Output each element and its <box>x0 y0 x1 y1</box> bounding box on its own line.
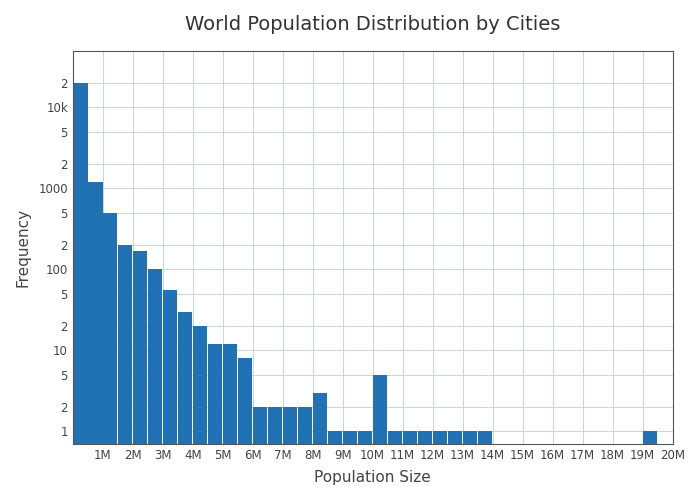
Bar <box>418 432 433 500</box>
Bar <box>433 432 447 500</box>
Bar <box>178 312 193 500</box>
Bar <box>253 407 267 500</box>
Bar <box>88 182 102 500</box>
Bar <box>313 392 328 500</box>
Bar <box>267 407 282 500</box>
Title: World Population Distribution by Cities: World Population Distribution by Cities <box>185 15 560 34</box>
Bar <box>148 270 162 500</box>
Bar <box>477 432 492 500</box>
Bar <box>358 432 372 500</box>
Bar <box>372 374 387 500</box>
Bar <box>328 432 342 500</box>
Bar <box>103 213 118 500</box>
Bar <box>283 407 298 500</box>
Bar <box>388 432 402 500</box>
Bar <box>447 432 462 500</box>
Bar <box>463 432 477 500</box>
Bar <box>73 83 88 500</box>
Bar <box>402 432 417 500</box>
Bar <box>193 326 207 500</box>
X-axis label: Population Size: Population Size <box>314 470 431 485</box>
Bar <box>163 290 178 500</box>
Bar <box>208 344 223 500</box>
Bar <box>343 432 358 500</box>
Bar <box>643 432 657 500</box>
Bar <box>133 250 148 500</box>
Y-axis label: Frequency: Frequency <box>15 208 30 287</box>
Bar <box>238 358 253 500</box>
Bar <box>223 344 237 500</box>
Bar <box>298 407 312 500</box>
Bar <box>118 245 132 500</box>
